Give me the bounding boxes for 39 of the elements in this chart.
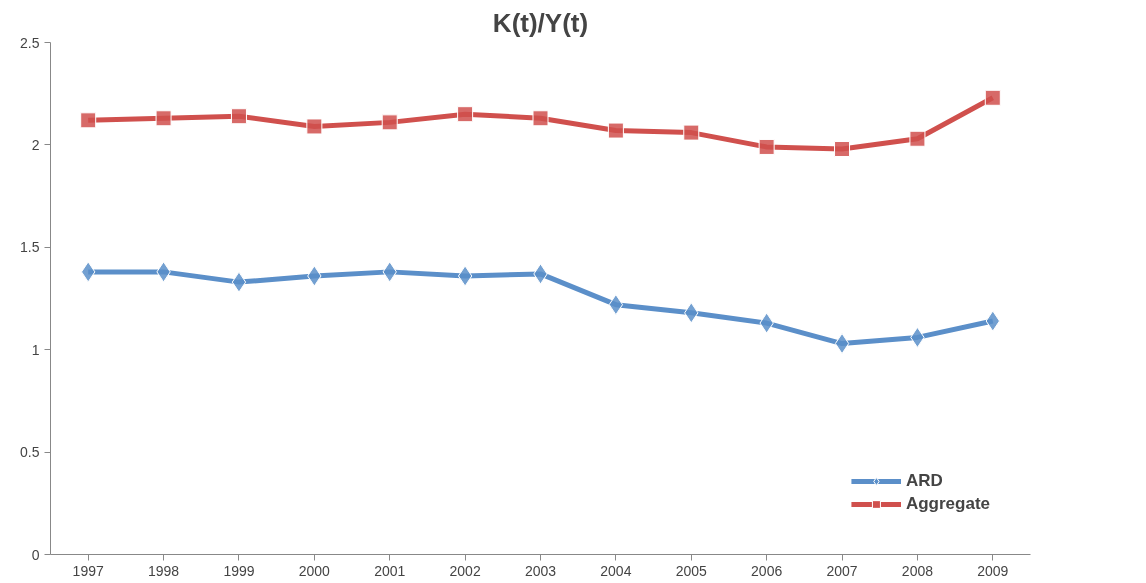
point	[909, 130, 926, 147]
point	[457, 265, 473, 287]
x-tick-label: 2005	[675, 562, 708, 579]
point	[80, 112, 97, 129]
x-tick-label: 2002	[449, 562, 481, 579]
x-tick-label: 2007	[826, 562, 858, 579]
x-tick-label: 2009	[977, 562, 1009, 579]
y-tick-label: 0	[31, 546, 40, 563]
x-tick-label: 1997	[72, 562, 104, 579]
y-tick-label: 2	[31, 136, 40, 153]
x-tick-label: 1999	[223, 562, 255, 579]
point	[155, 110, 172, 127]
point	[607, 122, 624, 139]
chart-title: K(t)/Y(t)	[492, 7, 589, 38]
point	[457, 106, 474, 123]
point	[381, 114, 398, 131]
point	[984, 89, 1001, 106]
y-tick-label: 1.5	[20, 239, 40, 256]
x-tick-label: 2004	[600, 562, 632, 579]
point	[683, 124, 700, 141]
x-tick-label: 2000	[298, 562, 331, 579]
legend-label: ARD	[905, 471, 943, 491]
x-tick-label: 1998	[148, 562, 180, 579]
point	[532, 110, 549, 127]
point	[758, 138, 775, 155]
point	[608, 294, 624, 316]
x-tick-label: 2006	[751, 562, 783, 579]
x-tick-label: 2008	[901, 562, 934, 579]
point	[834, 333, 850, 355]
x-tick-label: 2003	[524, 562, 557, 579]
legend-label: Aggregate	[905, 494, 990, 514]
point	[231, 271, 247, 293]
point	[834, 141, 851, 157]
point	[230, 108, 247, 125]
point	[306, 118, 323, 135]
y-tick-label: 2.5	[20, 34, 40, 51]
y-tick-label: 1	[31, 341, 40, 358]
x-tick-label: 2001	[374, 562, 406, 579]
y-tick-label: 0.5	[20, 444, 40, 461]
